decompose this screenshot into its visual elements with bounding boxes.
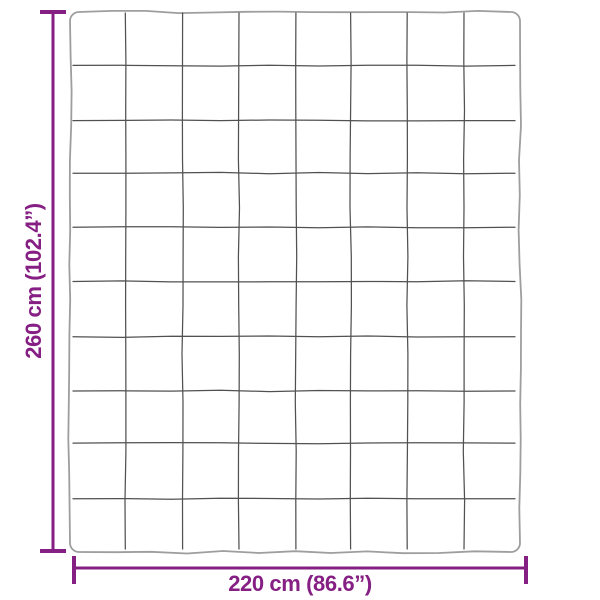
dimension-lines	[40, 10, 528, 584]
height-dimension-label: 260 cm (102.4”)	[21, 203, 46, 359]
width-dimension-label: 220 cm (86.6”)	[228, 571, 372, 596]
quilt-grid-lines	[72, 12, 516, 550]
